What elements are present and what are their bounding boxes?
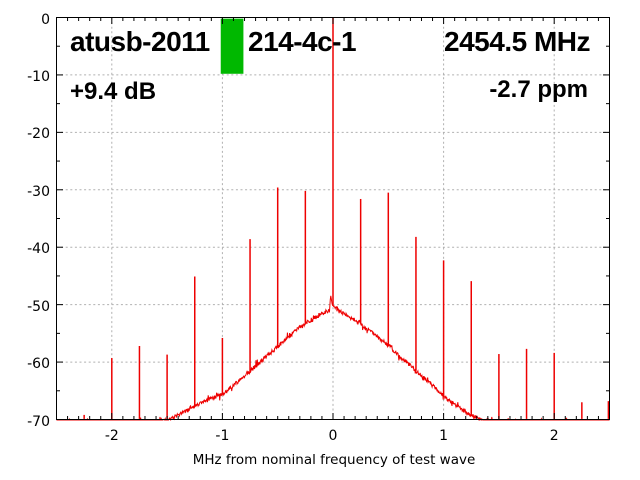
gain-label: +9.4 dB	[70, 78, 157, 105]
x-axis-label: MHz from nominal frequency of test wave	[192, 452, 476, 468]
y-tick-label: 0	[41, 11, 50, 28]
ppm-offset-label: -2.7 ppm	[489, 76, 588, 103]
channel-marker	[220, 18, 244, 74]
x-tick-label: 2	[549, 428, 559, 444]
title-device-id: atusb-2011	[70, 26, 210, 57]
y-tick-label: -50	[27, 298, 50, 315]
y-tick-label: -30	[27, 183, 50, 200]
x-tick-label: -1	[215, 428, 230, 444]
y-tick-label: -40	[27, 241, 50, 258]
y-tick-label: -10	[27, 68, 50, 85]
noise-floor-trace	[56, 295, 610, 421]
x-tick-label: 1	[439, 428, 449, 444]
title-frequency: 2454.5 MHz	[444, 26, 590, 57]
y-tick-label: -70	[27, 413, 50, 430]
x-tick-label: 0	[328, 428, 338, 444]
title-test-id: 214-4c-1	[248, 26, 357, 57]
y-tick-label: -20	[27, 126, 50, 143]
y-tick-label: -60	[27, 356, 50, 373]
x-tick-label: -2	[104, 428, 119, 444]
